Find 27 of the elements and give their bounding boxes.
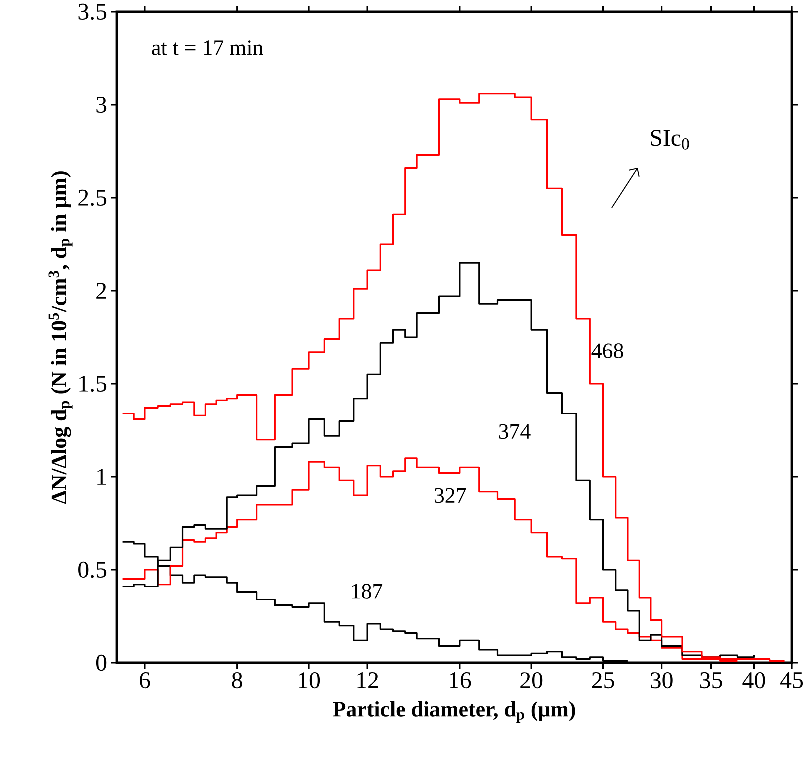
x-tick-label: 8 <box>232 672 242 689</box>
x-tick-label: 10 <box>299 672 320 689</box>
y-tick-label: 1.5 <box>80 376 107 392</box>
y-tick-label: 1 <box>98 469 106 485</box>
x-tick-label: 45 <box>780 672 804 688</box>
x-tick-label: 40 <box>742 672 766 689</box>
y-tick-label: 3 <box>96 96 107 114</box>
annotation: at t = 17 min <box>152 40 264 56</box>
x-tick-label: 16 <box>450 672 472 689</box>
y-tick-label: 0.5 <box>78 562 107 578</box>
x-tick-label: 35 <box>700 672 722 689</box>
y-tick-label: 2.5 <box>78 190 107 206</box>
text: ΔN/Δlog d$_{p}$ (N in 10$^{5}$/cm$^{3}$, d$_{p}$ in μm) <box>48 172 73 504</box>
series-label: 187 <box>352 584 383 599</box>
y-tick-label: 0 <box>96 654 107 672</box>
x-tick-label: 6 <box>140 672 150 689</box>
x-tick-label: 30 <box>650 672 673 689</box>
annotation: SIc$_{0}$ <box>651 130 690 150</box>
series-label: 327 <box>434 488 466 504</box>
x-tick-label: 12 <box>358 672 378 688</box>
series-label: 374 <box>499 424 531 440</box>
x-tick-label: 25 <box>592 672 614 689</box>
y-tick-label: 2 <box>96 283 106 299</box>
series-label: 468 <box>592 344 624 358</box>
x-axis-title: Particle diameter, d$_{p}$ (μm) <box>333 701 576 724</box>
y-tick-label: 3.5 <box>78 4 107 20</box>
x-tick-label: 20 <box>520 672 543 689</box>
